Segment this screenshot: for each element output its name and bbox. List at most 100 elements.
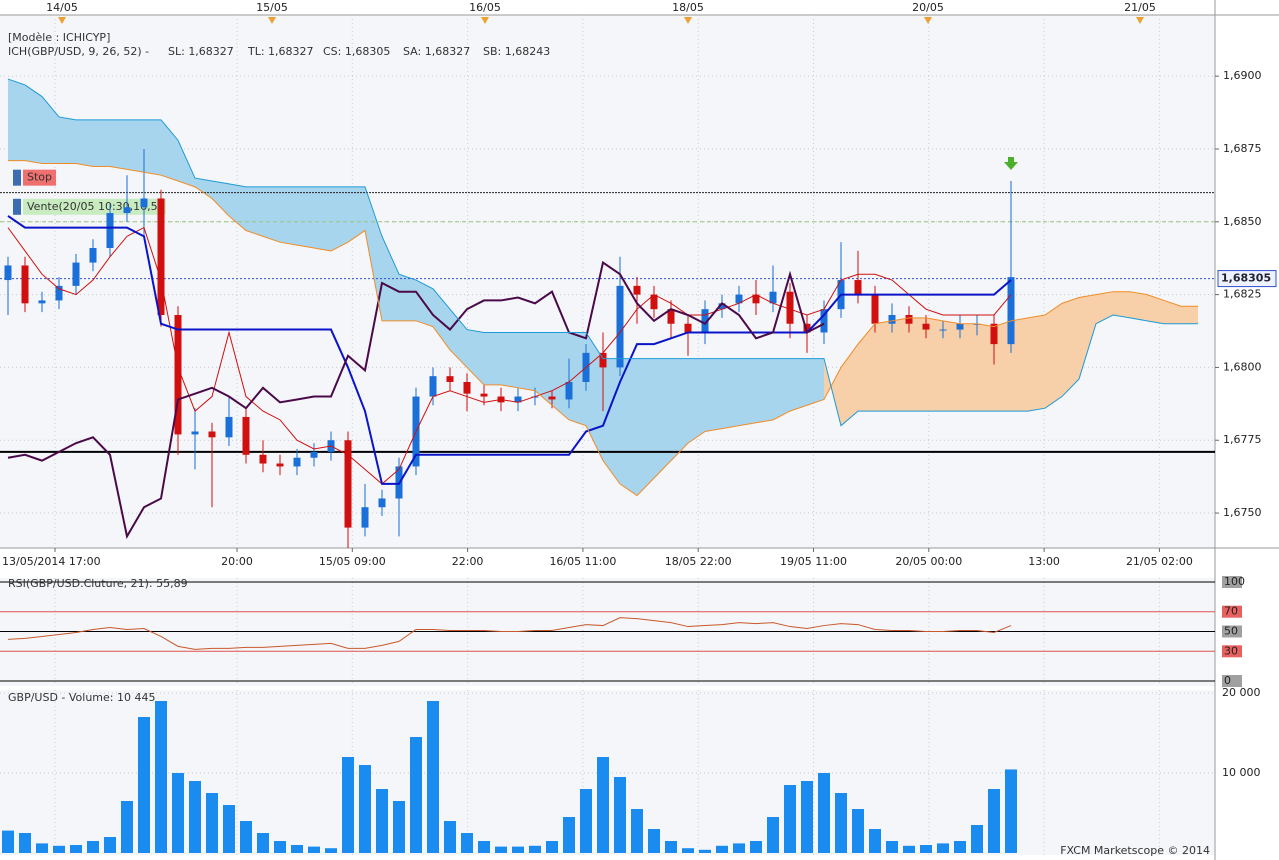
volume-bar [937,843,949,853]
volume-bar [427,701,439,853]
volume-bar [189,781,201,853]
volume-bar [1005,769,1017,853]
volume-bar [954,841,966,853]
y-tick-label: 1,6900 [1223,69,1262,82]
volume-bar [546,841,558,853]
cloud-segment [807,358,824,406]
cloud-segment [331,186,348,251]
indicator-line [8,160,1198,497]
cloud-segment [144,119,161,176]
date-label: 15/05 [256,1,288,14]
indicator-line [7,226,1012,485]
volume-bar [733,843,745,853]
volume-bar [70,845,82,853]
volume-bar [563,817,575,853]
order-handle [13,169,21,186]
x-tick-label: 13:00 [1028,555,1060,568]
volume-bar [19,833,31,853]
candle-body [89,248,97,263]
volume-bar [121,801,133,853]
x-tick-label: 22:00 [452,555,484,568]
cloud-segment [110,119,127,170]
volume-bar [342,757,354,853]
legend-entry: TL: 1,68327 [247,45,314,58]
legend-entry: SB: 1,68243 [483,45,550,58]
cloud-segment [909,317,926,412]
candle-body [701,309,709,333]
cloud-segment [59,116,76,164]
order-handle [13,198,21,215]
cloud-segment [552,332,569,420]
cloud-segment [1062,297,1079,397]
volume-bar [2,830,14,853]
date-marker [58,17,66,24]
volume-bar [478,841,490,853]
cloud-segment [875,320,892,412]
date-label: 21/05 [1124,1,1156,14]
y-tick-label: 1,6800 [1223,360,1262,373]
x-tick-label: 15/05 09:00 [319,555,386,568]
panel-title: GBP/USD - Volume: 10 445 [8,691,155,704]
y-tick-label: 1,6875 [1223,142,1262,155]
candle-body [276,463,284,467]
volume-bar [750,841,762,853]
candle-body [140,198,148,208]
candle-body [38,300,46,304]
y-tick-label: 30 [1224,644,1238,657]
volume-bar [801,781,813,853]
candle-body [820,309,828,333]
volume-bar [308,846,320,853]
volume-bar [988,789,1000,853]
x-tick-label: 19/05 11:00 [780,555,847,568]
y-tick-box [1222,576,1242,588]
cloud-segment [671,358,688,461]
volume-bar [444,821,456,853]
cloud-segment [535,332,552,406]
volume-bar [580,789,592,853]
volume-bar [36,843,48,853]
indicator-line [7,215,1012,485]
y-tick-label: 50 [1224,625,1238,638]
candle-body [429,376,437,397]
cloud-segment [484,332,501,385]
cloud-segment [705,358,722,432]
volume-bar [971,825,983,853]
cloud-segment [637,358,654,496]
cloud-segment [8,79,25,161]
candle-body [463,381,471,394]
last-price-label: 1,68305 [1221,272,1271,285]
volume-bar [665,841,677,853]
volume-bar [325,848,337,853]
candle-body [378,498,386,508]
cloud-segment [280,186,297,246]
candle-body [310,451,318,458]
date-marker [684,17,692,24]
volume-bar [359,765,371,853]
volume-bar [223,805,235,853]
cloud-segment [42,96,59,164]
volume-bar [835,793,847,853]
candle-body [599,352,607,368]
x-tick-label: 13/05/2014 17:00 [2,555,101,568]
cloud-segment [569,332,586,426]
cloud-segment [365,186,382,321]
volume-bar [87,841,99,853]
cloud-segment [382,236,399,321]
candle-body [939,329,947,331]
volume-bar [682,848,694,853]
candle-body [1007,277,1015,345]
price-panel [0,15,1215,548]
indicator-line [7,78,1198,427]
candle-body [803,323,811,333]
cloud-segment [841,344,858,426]
cloud-segment [1181,306,1198,324]
candle-body [344,440,352,528]
candle-body [480,393,488,397]
cloud-segment [1028,314,1045,412]
volume-bar [53,845,65,853]
cloud-segment [790,358,807,412]
cloud-segment [93,119,110,167]
candle-body [514,396,522,403]
date-marker [268,17,276,24]
candle-body [871,294,879,324]
